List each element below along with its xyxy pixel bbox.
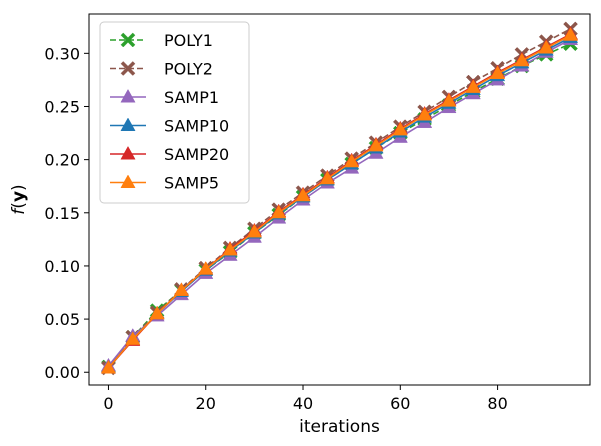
y-tick-label: 0.30 xyxy=(44,44,80,63)
legend-box xyxy=(99,21,250,204)
axes-frame xyxy=(88,13,591,386)
legend-label: SAMP1 xyxy=(164,88,219,107)
legend-item: POLY1 xyxy=(110,31,213,50)
triangle-marker xyxy=(246,223,262,238)
triangle-marker xyxy=(198,261,214,275)
legend-label: POLY2 xyxy=(164,60,213,79)
triangle-marker xyxy=(125,331,141,345)
triangle-marker xyxy=(514,52,530,67)
triangle-marker xyxy=(295,187,311,202)
y-axis-ticks: 0.00 0.05 0.10 0.15 0.20 0.25 0.30 xyxy=(44,44,89,382)
y-tick-label: 0.25 xyxy=(44,97,80,116)
triangle-marker xyxy=(120,117,136,131)
triangle-marker xyxy=(173,282,189,296)
x-marker xyxy=(120,32,136,48)
triangle-marker xyxy=(120,174,136,188)
series-samp5 xyxy=(100,27,579,374)
legend-item: SAMP20 xyxy=(110,145,229,164)
y-tick-label: 0.10 xyxy=(44,257,80,276)
triangle-marker xyxy=(120,88,136,103)
triangle-marker xyxy=(344,153,360,168)
triangle-marker xyxy=(100,359,117,374)
legend-item: SAMP5 xyxy=(110,174,219,193)
x-tick-label: 80 xyxy=(487,394,507,413)
legend-label: SAMP10 xyxy=(164,117,229,136)
legend-item: POLY2 xyxy=(110,60,213,79)
x-marker xyxy=(120,61,136,76)
series-layer xyxy=(100,21,579,376)
legend-label: POLY1 xyxy=(164,31,213,50)
triangle-marker xyxy=(149,305,165,320)
triangle-marker xyxy=(271,204,287,219)
triangle-marker xyxy=(222,241,238,256)
y-tick-label: 0.05 xyxy=(44,310,80,329)
triangle-marker xyxy=(120,145,136,160)
legend: POLY1 POLY2 SAMP1 SAMP10 SAMP20 SAMP5 xyxy=(99,21,250,204)
triangle-marker xyxy=(465,79,481,93)
legend-label: SAMP5 xyxy=(164,174,219,193)
triangle-marker xyxy=(417,106,433,121)
y-tick-label: 0.20 xyxy=(44,151,80,170)
x-axis-label: iterations xyxy=(299,417,380,437)
triangle-marker xyxy=(392,121,408,136)
triangle-marker xyxy=(319,170,335,185)
x-tick-label: 20 xyxy=(196,394,216,413)
legend-item: SAMP1 xyxy=(110,88,219,107)
x-tick-label: 60 xyxy=(390,394,410,413)
y-tick-label: 0.00 xyxy=(44,363,80,382)
triangle-marker xyxy=(441,93,457,107)
x-tick-label: 0 xyxy=(103,394,113,413)
triangle-marker xyxy=(562,27,579,41)
x-tick-label: 40 xyxy=(293,394,313,413)
legend-label: SAMP20 xyxy=(164,145,229,164)
triangle-marker xyxy=(538,40,554,54)
y-axis-label: f(y) xyxy=(9,184,29,214)
triangle-marker xyxy=(368,137,384,152)
legend-item: SAMP10 xyxy=(110,117,229,136)
triangle-marker xyxy=(490,65,506,80)
y-tick-label: 0.15 xyxy=(44,204,80,223)
x-axis-ticks: 0 20 40 60 80 xyxy=(103,385,508,413)
